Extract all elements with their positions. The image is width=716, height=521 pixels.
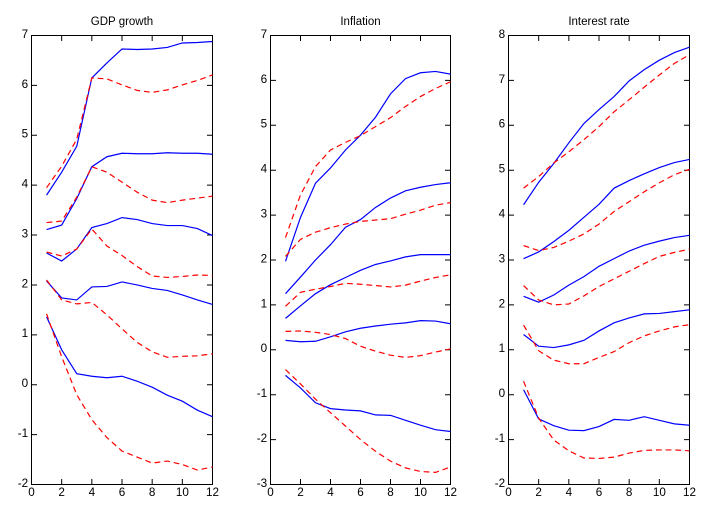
svg-text:8: 8 (149, 486, 156, 499)
svg-text:6: 6 (596, 486, 603, 499)
svg-text:2: 2 (297, 486, 304, 499)
svg-text:6: 6 (499, 118, 506, 131)
svg-text:6: 6 (261, 73, 268, 86)
svg-text:10: 10 (176, 486, 190, 499)
svg-text:0: 0 (28, 486, 35, 499)
svg-text:12: 12 (206, 486, 219, 499)
svg-text:12: 12 (444, 486, 457, 499)
svg-text:2: 2 (261, 252, 268, 265)
svg-text:7: 7 (261, 28, 268, 41)
svg-text:4: 4 (22, 178, 29, 191)
svg-text:1: 1 (22, 327, 29, 340)
svg-text:Interest rate: Interest rate (568, 16, 629, 28)
svg-text:7: 7 (499, 73, 506, 86)
svg-text:3: 3 (22, 227, 29, 240)
svg-text:8: 8 (499, 28, 506, 41)
svg-text:0: 0 (22, 377, 29, 390)
svg-text:0: 0 (499, 387, 506, 400)
svg-text:1: 1 (261, 297, 268, 310)
svg-text:4: 4 (499, 208, 506, 221)
svg-text:2: 2 (499, 297, 506, 310)
svg-text:-2: -2 (257, 432, 267, 445)
svg-text:2: 2 (22, 277, 29, 290)
svg-text:6: 6 (119, 486, 126, 499)
svg-text:-1: -1 (18, 427, 28, 440)
svg-text:4: 4 (566, 486, 573, 499)
svg-text:0: 0 (505, 486, 512, 499)
svg-text:1: 1 (499, 342, 506, 355)
svg-text:-2: -2 (18, 477, 28, 490)
svg-text:10: 10 (653, 486, 667, 499)
svg-text:0: 0 (261, 342, 268, 355)
svg-text:5: 5 (499, 163, 506, 176)
svg-text:8: 8 (387, 486, 394, 499)
svg-text:2: 2 (58, 486, 65, 499)
svg-text:GDP growth: GDP growth (91, 16, 153, 28)
svg-text:6: 6 (22, 78, 29, 91)
svg-text:4: 4 (89, 486, 96, 499)
svg-text:3: 3 (499, 252, 506, 265)
svg-text:5: 5 (22, 128, 29, 141)
svg-text:5: 5 (261, 118, 268, 131)
svg-text:0: 0 (267, 486, 274, 499)
svg-text:4: 4 (327, 486, 334, 499)
svg-text:10: 10 (414, 486, 428, 499)
svg-text:4: 4 (261, 163, 268, 176)
svg-text:7: 7 (22, 28, 29, 41)
svg-text:-2: -2 (495, 477, 505, 490)
svg-text:-1: -1 (257, 387, 267, 400)
svg-text:Inflation: Inflation (340, 16, 380, 28)
svg-text:8: 8 (626, 486, 633, 499)
svg-text:-1: -1 (495, 432, 505, 445)
svg-text:6: 6 (357, 486, 364, 499)
svg-text:3: 3 (261, 208, 268, 221)
svg-text:2: 2 (535, 486, 542, 499)
svg-text:12: 12 (683, 486, 696, 499)
svg-text:-3: -3 (257, 477, 267, 490)
